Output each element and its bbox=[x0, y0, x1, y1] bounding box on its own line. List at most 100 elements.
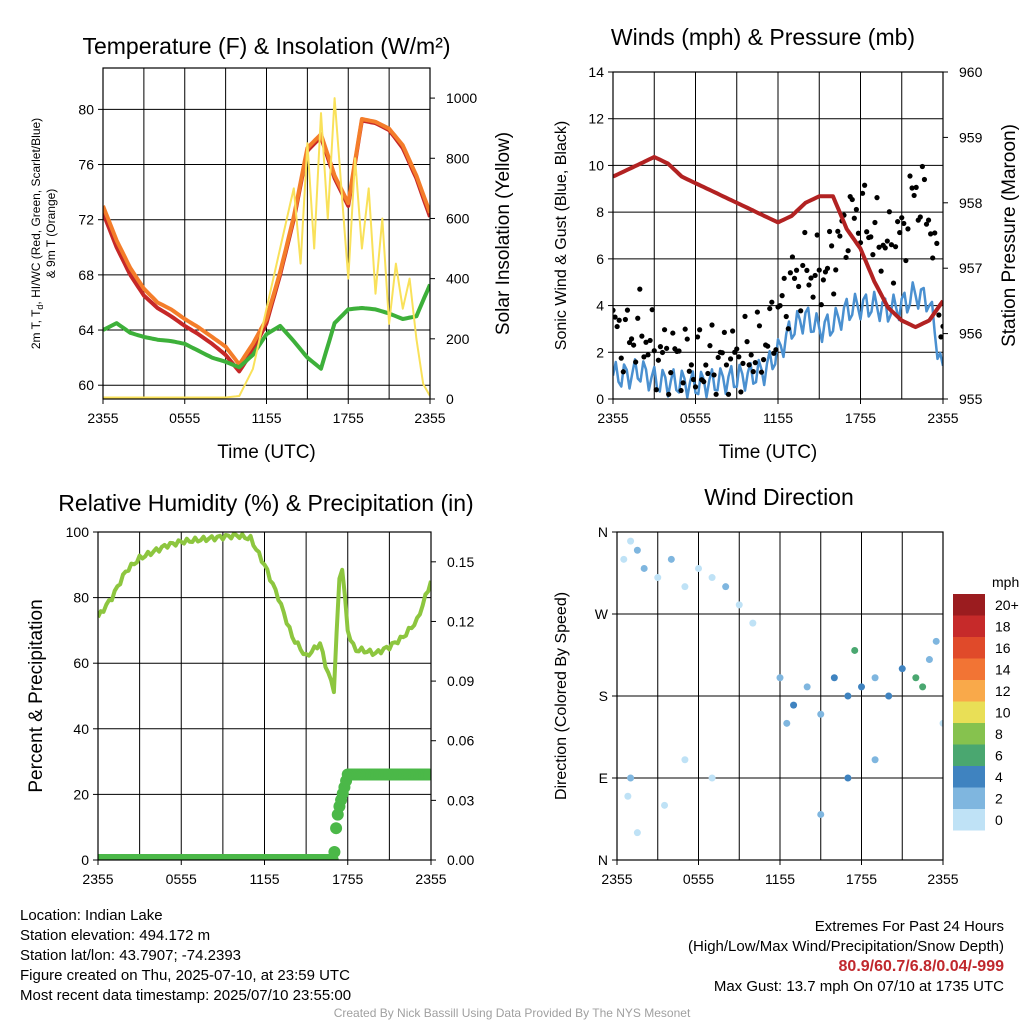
gust-point bbox=[690, 376, 697, 383]
wind-direction-point bbox=[885, 692, 893, 700]
gust-point bbox=[925, 217, 932, 223]
gust-point bbox=[884, 238, 890, 244]
x-tick-label: 0555 bbox=[169, 410, 200, 426]
wind-direction-point bbox=[708, 774, 716, 782]
temp_9m-line bbox=[103, 117, 430, 367]
gust-point bbox=[750, 369, 756, 375]
legend-title: mph bbox=[992, 574, 1019, 590]
y2-tick-label: 960 bbox=[959, 64, 983, 80]
gust-point bbox=[697, 327, 703, 333]
gust-point bbox=[736, 354, 742, 360]
y-tick-label: 4 bbox=[596, 298, 604, 314]
gust-point bbox=[676, 348, 682, 354]
wind-direction-point bbox=[681, 756, 689, 764]
gust-point bbox=[796, 283, 802, 290]
legend-swatch bbox=[953, 637, 985, 659]
gust-point bbox=[911, 192, 917, 199]
x-tick-label: 0555 bbox=[683, 871, 714, 887]
gust-point bbox=[777, 303, 783, 309]
gust-point bbox=[903, 257, 909, 264]
wind-direction-point bbox=[640, 564, 648, 572]
wind-direction-point bbox=[844, 774, 852, 782]
x-tick-label: 2355 bbox=[82, 871, 113, 887]
legend-swatch bbox=[953, 680, 985, 702]
y-tick-label: 60 bbox=[78, 377, 94, 393]
gust-point bbox=[682, 326, 688, 332]
y-tick-label: 100 bbox=[66, 524, 90, 540]
y-tick-label: 68 bbox=[78, 267, 94, 283]
y-tick-label: 2 bbox=[596, 344, 604, 360]
x-tick-label: 2355 bbox=[87, 410, 118, 426]
legend-label: 16 bbox=[995, 640, 1011, 656]
gust-point bbox=[657, 344, 664, 350]
y-tick-label: 76 bbox=[78, 157, 94, 173]
wind-direction-point bbox=[624, 792, 632, 800]
y-tick-label: N bbox=[598, 524, 608, 540]
gust-point bbox=[758, 369, 765, 375]
gust-point bbox=[709, 322, 715, 328]
y-tick-label: 0 bbox=[596, 391, 604, 407]
wind-direction-point bbox=[817, 810, 825, 818]
gust-point bbox=[849, 196, 855, 203]
gust-point bbox=[653, 387, 659, 393]
x-tick-label: 1155 bbox=[249, 871, 279, 887]
y2-tick-label: 955 bbox=[959, 391, 983, 407]
wind-direction-point bbox=[844, 692, 852, 700]
extremes-heading: Extremes For Past 24 Hours bbox=[814, 918, 1004, 935]
y-tick-label: N bbox=[598, 852, 608, 868]
legend-swatch bbox=[953, 658, 985, 680]
gust-point bbox=[746, 362, 752, 368]
wind-direction-point bbox=[912, 674, 920, 682]
gust-point bbox=[802, 229, 808, 236]
legend-swatch bbox=[953, 701, 985, 723]
y-axis-label-subscript: d bbox=[35, 305, 45, 310]
gust-point bbox=[723, 362, 730, 368]
gust-point bbox=[645, 352, 651, 358]
gust-point bbox=[628, 336, 635, 342]
gust-point bbox=[715, 354, 721, 361]
gust-point bbox=[824, 265, 831, 271]
gust-point bbox=[760, 357, 767, 363]
gust-point bbox=[862, 182, 868, 188]
wind-direction-point bbox=[708, 574, 716, 582]
wind-direction-point bbox=[654, 574, 662, 582]
elevation-line: Station elevation: 494.172 m bbox=[20, 927, 211, 944]
legend-label: 10 bbox=[995, 705, 1011, 721]
gust-point bbox=[703, 362, 709, 368]
gust-point bbox=[779, 293, 785, 299]
gust-point bbox=[851, 215, 857, 221]
x-tick-label: 1755 bbox=[846, 871, 877, 887]
gust-point bbox=[725, 391, 732, 397]
precip-point bbox=[328, 846, 341, 859]
gust-point bbox=[738, 389, 744, 395]
gust-point bbox=[639, 333, 645, 339]
x-tick-label: 2355 bbox=[927, 410, 958, 426]
y2-tick-label: 400 bbox=[446, 271, 470, 287]
gust-point bbox=[845, 248, 851, 254]
gust-point bbox=[820, 277, 826, 283]
y2-tick-label: 0.06 bbox=[447, 733, 474, 749]
gust-point bbox=[713, 391, 719, 397]
gust-point bbox=[936, 312, 942, 318]
gust-point bbox=[888, 242, 895, 248]
y-tick-label: 0 bbox=[81, 852, 89, 868]
panel-2-plot-area bbox=[98, 532, 431, 860]
y-tick-label: W bbox=[595, 606, 609, 622]
gust-point bbox=[744, 339, 750, 345]
x-tick-label: 2355 bbox=[597, 410, 628, 426]
legend-label: 6 bbox=[995, 748, 1003, 764]
y-tick-label: 20 bbox=[73, 786, 89, 802]
y2-tick-label: 0.03 bbox=[447, 792, 474, 808]
legend-swatch bbox=[953, 809, 985, 831]
gust-point bbox=[773, 347, 779, 353]
gust-point bbox=[641, 354, 647, 360]
gust-point bbox=[907, 173, 913, 179]
gust-point bbox=[829, 243, 835, 249]
gust-point bbox=[668, 370, 674, 376]
gust-point bbox=[917, 214, 923, 220]
wind-direction-point bbox=[633, 546, 641, 554]
y-tick-label: 72 bbox=[78, 212, 94, 228]
legend-label: 12 bbox=[995, 683, 1011, 699]
y-axis-label-line2: & 9m T (Orange) bbox=[44, 189, 58, 279]
wind-direction-point bbox=[633, 829, 641, 837]
